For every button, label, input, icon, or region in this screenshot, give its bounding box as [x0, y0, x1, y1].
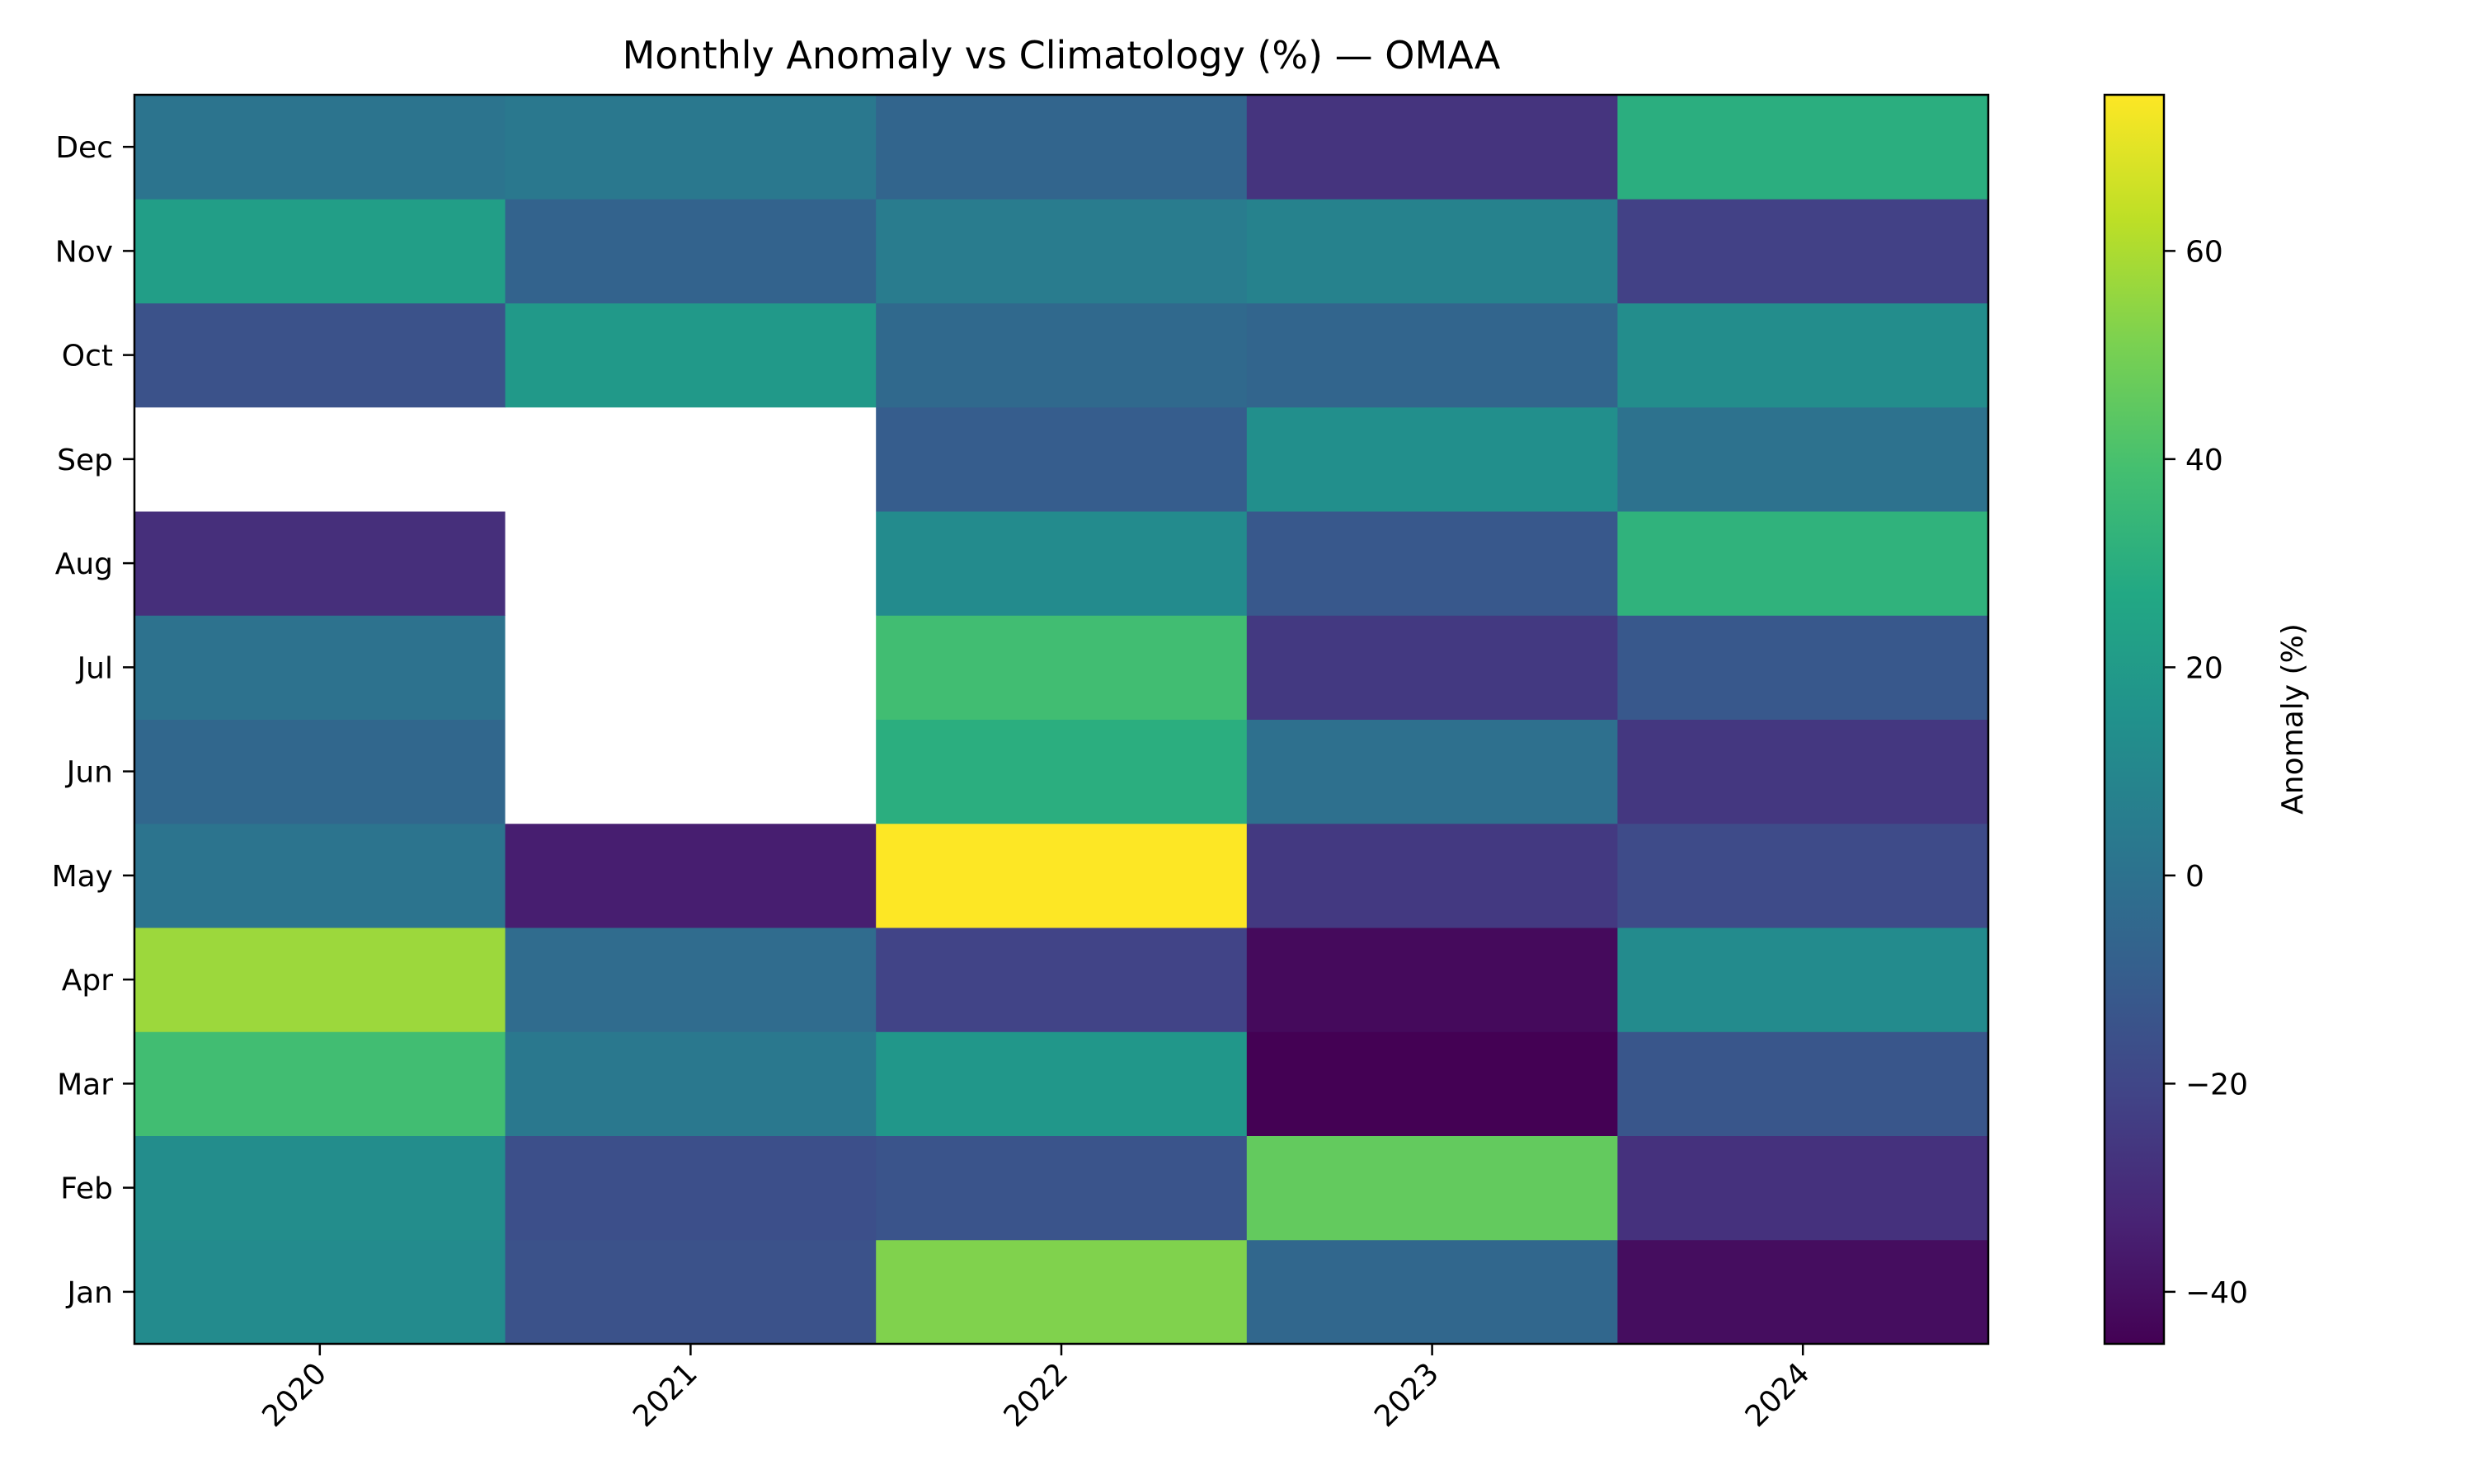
colorbar-tick-label: 60	[2185, 235, 2223, 269]
colorbar-tick-label: 20	[2185, 651, 2223, 685]
heatmap-cell	[1246, 1239, 1618, 1345]
heatmap-cell	[1246, 719, 1618, 824]
heatmap-cell	[1246, 95, 1618, 200]
heatmap-cell	[876, 406, 1248, 512]
x-tick-label: 2024	[1739, 1356, 1817, 1434]
x-tick-label: 2023	[1368, 1356, 1446, 1434]
heatmap-cell	[1246, 511, 1618, 616]
colorbar-tick-label: −40	[2185, 1276, 2248, 1310]
heatmap-cell	[876, 199, 1248, 303]
colorbar-tick-label: 40	[2185, 444, 2223, 477]
heatmap-cell	[1617, 719, 1989, 824]
heatmap-cell	[1617, 1031, 1989, 1136]
heatmap-cell	[1246, 928, 1618, 1032]
heatmap-cell	[876, 928, 1248, 1032]
heatmap-cell	[1617, 1135, 1989, 1241]
heatmap-cell	[1246, 303, 1618, 408]
heatmap-cell	[505, 303, 877, 408]
heatmap-cells	[134, 95, 1989, 1345]
heatmap-cell	[505, 1239, 877, 1345]
heatmap-cell	[134, 928, 506, 1032]
colorbar-axis: −40 −20 0 20 40 60	[2164, 235, 2248, 1310]
y-tick-label: Apr	[62, 964, 113, 998]
heatmap-cell	[1246, 615, 1618, 720]
heatmap-cell	[505, 199, 877, 303]
colorbar-label: Anomaly (%)	[2276, 623, 2310, 815]
y-tick-label: Jun	[65, 756, 113, 790]
y-tick-label: Dec	[55, 131, 113, 165]
heatmap-cell	[505, 719, 877, 824]
heatmap-cell	[505, 95, 877, 200]
heatmap-cell	[1617, 1239, 1989, 1345]
x-tick-label: 2020	[256, 1356, 333, 1434]
heatmap-cell	[1246, 823, 1618, 928]
heatmap-cell	[505, 1031, 877, 1136]
heatmap-cell	[134, 406, 506, 512]
x-tick-label: 2021	[627, 1356, 704, 1434]
y-tick-label: May	[52, 860, 113, 894]
colorbar	[2103, 93, 2166, 1345]
heatmap-cell	[876, 1239, 1248, 1345]
heatmap-cell	[134, 95, 506, 200]
y-tick-label: Nov	[55, 235, 113, 269]
colorbar-tick-label: −20	[2185, 1068, 2248, 1101]
y-tick-label: Oct	[62, 340, 113, 373]
heatmap-cell	[876, 615, 1248, 720]
y-tick-label: Feb	[60, 1172, 113, 1206]
heatmap-cell	[134, 1135, 506, 1241]
heatmap-cell	[876, 823, 1248, 928]
heatmap-cell	[1246, 1031, 1618, 1136]
y-axis: Jan Feb Mar Apr May Jun Jul Aug Sep Oct Nov Dec	[52, 131, 134, 1310]
heatmap-cell	[1617, 511, 1989, 616]
heatmap-cell	[1617, 928, 1989, 1032]
heatmap-cell	[134, 615, 506, 720]
heatmap-cell	[505, 1135, 877, 1241]
heatmap-cell	[1246, 199, 1618, 303]
heatmap-cell	[876, 719, 1248, 824]
y-tick-label: Aug	[55, 547, 113, 581]
heatmap-cell	[1617, 615, 1989, 720]
heatmap-cell	[1246, 406, 1618, 512]
heatmap-cell	[1617, 303, 1989, 408]
x-tick-label: 2022	[998, 1356, 1075, 1434]
y-tick-label: Jul	[76, 651, 113, 685]
heatmap-cell	[505, 406, 877, 512]
heatmap-cell	[1617, 95, 1989, 200]
heatmap-cell	[1246, 1135, 1618, 1241]
y-tick-label: Mar	[57, 1068, 113, 1101]
heatmap-cell	[876, 95, 1248, 200]
chart-title: Monthly Anomaly vs Climatology (%) — OMA…	[623, 33, 1501, 77]
heatmap-cell	[505, 823, 877, 928]
heatmap-cell	[876, 511, 1248, 616]
y-tick-label: Sep	[57, 444, 113, 477]
heatmap-cell	[134, 719, 506, 824]
heatmap-cell	[505, 511, 877, 616]
heatmap-cell	[505, 928, 877, 1032]
heatmap-cell	[876, 303, 1248, 408]
heatmap-cell	[505, 615, 877, 720]
y-tick-label: Jan	[66, 1276, 114, 1310]
heatmap-cell	[134, 199, 506, 303]
x-axis: 2020 2021 2022 2023 2024	[256, 1344, 1817, 1434]
colorbar-tick-label: 0	[2185, 860, 2204, 894]
heatmap-cell	[1617, 823, 1989, 928]
heatmap-cell	[1617, 406, 1989, 512]
heatmap-cell	[1617, 199, 1989, 303]
heatmap-cell	[876, 1135, 1248, 1241]
heatmap-cell	[876, 1031, 1248, 1136]
heatmap-cell	[134, 823, 506, 928]
heatmap-cell	[134, 1031, 506, 1136]
heatmap-cell	[134, 1239, 506, 1345]
heatmap-cell	[134, 511, 506, 616]
heatmap-cell	[134, 303, 506, 408]
